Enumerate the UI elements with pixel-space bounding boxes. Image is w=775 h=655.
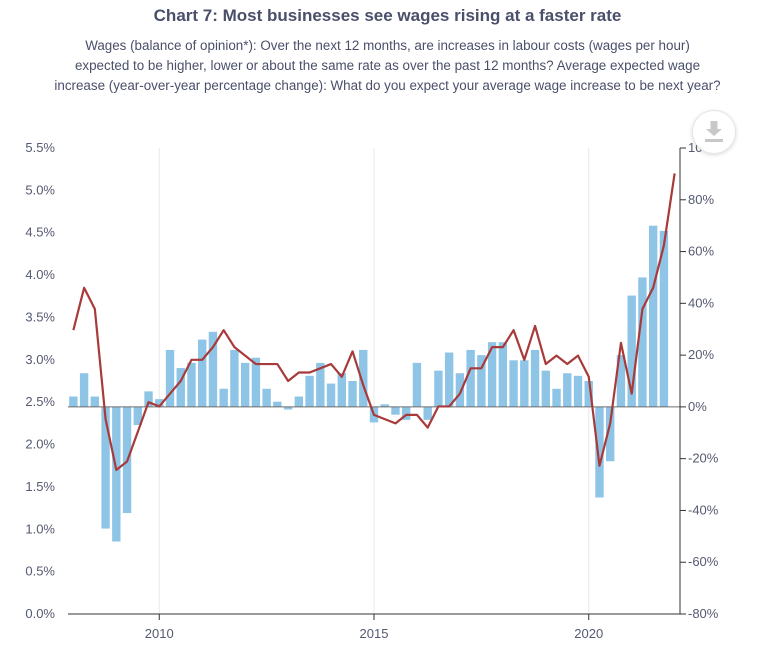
bar <box>487 342 497 407</box>
right-tick-label: 20% <box>688 347 714 362</box>
download-icon <box>705 121 723 142</box>
bar <box>606 406 615 462</box>
x-tick-label: 2015 <box>360 626 389 641</box>
left-tick-label: 2.0% <box>25 437 55 452</box>
bar <box>348 381 357 407</box>
bar <box>638 277 647 407</box>
bar <box>283 406 293 410</box>
bar <box>187 362 196 407</box>
left-tick-label: 4.0% <box>25 267 55 282</box>
right-tick-label: -60% <box>688 554 719 569</box>
bar <box>208 331 218 407</box>
bar <box>101 406 110 529</box>
right-tick-label: -20% <box>688 451 719 466</box>
series-line <box>72 173 676 472</box>
bar <box>434 370 443 407</box>
bar <box>563 373 572 407</box>
right-tick-label: -40% <box>688 502 719 517</box>
bar <box>380 404 389 407</box>
bar <box>391 406 400 415</box>
bar <box>573 375 583 407</box>
subtitle-line-2: expected to be higher, lower or about th… <box>74 58 701 73</box>
bar <box>359 349 368 407</box>
axes: 2010 2015 2020 0.0% 0.5% 1.0% 1.5% 2.0% 2.5% 3.0%… <box>25 140 721 641</box>
bar <box>466 349 475 407</box>
subtitle-line-1: Wages (balance of opinion*): Over the ne… <box>85 38 690 53</box>
bar <box>294 396 304 407</box>
left-tick-label: 3.5% <box>25 309 55 324</box>
x-tick-label: 2010 <box>145 626 174 641</box>
bar <box>402 406 411 420</box>
right-tick-label: 0% <box>688 399 707 414</box>
bar-series <box>69 225 669 542</box>
left-tick-label: 1.5% <box>25 479 55 494</box>
right-tick-label: 80% <box>688 192 714 207</box>
left-tick-label: 0.0% <box>25 606 55 621</box>
bar <box>455 373 465 407</box>
bar <box>79 373 89 407</box>
chart-subtitle: Wages (balance of opinion*): Over the ne… <box>0 36 775 96</box>
bar <box>305 375 314 407</box>
bar <box>412 362 422 407</box>
right-tick-label: -80% <box>688 606 719 621</box>
bar <box>90 396 100 407</box>
subtitle-line-3: increase (year-over-year percentage chan… <box>54 78 721 93</box>
bar <box>219 388 228 407</box>
bar <box>498 342 508 407</box>
bar <box>112 406 121 542</box>
left-tick-label: 2.5% <box>25 394 55 409</box>
bar <box>262 388 271 407</box>
left-tick-label: 0.5% <box>25 564 55 579</box>
bar <box>326 383 336 407</box>
bar <box>251 357 261 407</box>
left-tick-label: 5.0% <box>25 182 55 197</box>
download-button[interactable] <box>692 110 736 154</box>
bar <box>273 401 282 407</box>
left-tick-label: 4.5% <box>25 225 55 240</box>
left-tick-label: 5.5% <box>25 140 55 155</box>
bar <box>552 388 561 407</box>
right-tick-label: 40% <box>688 295 714 310</box>
bar <box>616 355 626 407</box>
chart-title: Chart 7: Most businesses see wages risin… <box>153 6 622 25</box>
bar <box>240 362 250 407</box>
bar <box>444 352 454 407</box>
bar <box>627 295 636 407</box>
bar <box>230 349 239 407</box>
bar <box>648 225 658 407</box>
bar <box>165 349 175 407</box>
right-tick-label: 60% <box>688 244 714 259</box>
left-tick-label: 3.0% <box>25 352 55 367</box>
bar <box>198 339 207 407</box>
bar <box>144 391 153 407</box>
bar <box>595 406 604 498</box>
bar <box>584 381 593 407</box>
bar <box>509 360 518 407</box>
bar <box>541 370 550 407</box>
bar <box>477 355 486 407</box>
bar <box>520 360 529 407</box>
line-series <box>72 173 676 472</box>
bar <box>155 399 164 407</box>
bar <box>176 368 185 407</box>
bar <box>337 373 346 407</box>
bar <box>133 406 142 426</box>
bar <box>659 230 669 407</box>
bar <box>69 396 78 407</box>
x-tick-label: 2020 <box>574 626 603 641</box>
bar <box>316 362 325 407</box>
bar <box>530 349 540 407</box>
left-tick-label: 1.0% <box>25 521 55 536</box>
bar <box>423 406 432 420</box>
